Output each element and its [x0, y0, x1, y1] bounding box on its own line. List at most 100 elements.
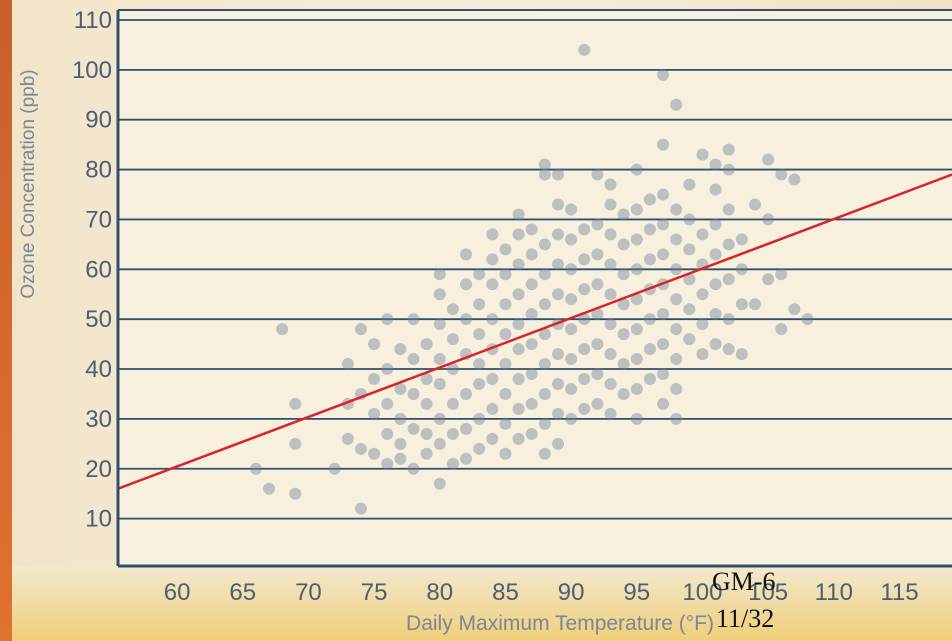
scatter-point: [525, 338, 538, 351]
scatter-point: [630, 412, 643, 425]
scatter-point: [683, 178, 696, 191]
scatter-point: [578, 402, 591, 415]
scatter-point: [670, 353, 683, 366]
scatter-point: [709, 248, 722, 261]
y-tick-label: 20: [85, 456, 112, 483]
scatter-point: [788, 173, 801, 186]
scatter-point: [709, 183, 722, 196]
y-tick-label: 40: [85, 356, 112, 383]
scatter-point: [630, 323, 643, 336]
scatter-point: [486, 253, 499, 266]
y-axis-label: Ozone Concentration (ppb): [18, 69, 39, 298]
scatter-point: [525, 248, 538, 261]
scatter-point: [604, 178, 617, 191]
scatter-point: [433, 288, 446, 301]
scatter-point: [512, 373, 525, 386]
scatter-point: [433, 412, 446, 425]
scatter-point: [630, 293, 643, 306]
scatter-point: [565, 412, 578, 425]
scatter-point: [604, 198, 617, 211]
x-tick-label: 90: [558, 579, 585, 606]
left-edge-strip: [0, 0, 12, 641]
scatter-point: [525, 368, 538, 381]
scatter-point: [696, 148, 709, 161]
scatter-point: [446, 303, 459, 316]
scatter-point: [657, 338, 670, 351]
scatter-point: [341, 358, 354, 371]
scatter-point: [499, 328, 512, 341]
gridlines: [118, 19, 952, 520]
scatter-point: [473, 268, 486, 281]
scatter-point: [578, 223, 591, 236]
x-tick-label: 65: [229, 579, 256, 606]
scatter-point: [604, 407, 617, 420]
x-tick-label: 110: [815, 579, 853, 606]
scatter-point: [433, 318, 446, 331]
scatter-point: [538, 417, 551, 430]
scatter-point: [512, 228, 525, 241]
scatter-point: [670, 382, 683, 395]
scatter-point: [709, 278, 722, 291]
scatter-point: [630, 203, 643, 216]
scatter-point: [657, 248, 670, 261]
scatter-point: [512, 402, 525, 415]
scatter-point: [538, 358, 551, 371]
scatter-point: [748, 298, 761, 311]
scatter-point: [538, 268, 551, 281]
scatter-point: [368, 407, 381, 420]
scatter-point: [538, 328, 551, 341]
scatter-point: [394, 452, 407, 465]
scatter-point: [565, 323, 578, 336]
scatter-point: [683, 273, 696, 286]
scatter-point: [578, 373, 591, 386]
scatter-point: [696, 348, 709, 361]
scatter-point: [486, 432, 499, 445]
scatter-point: [617, 358, 630, 371]
scatter-point: [473, 328, 486, 341]
x-tick-label: 60: [164, 579, 191, 606]
scatter-point: [420, 447, 433, 460]
scatter-point: [263, 482, 276, 495]
scatter-point: [460, 452, 473, 465]
scatter-point: [748, 198, 761, 211]
scatter-point: [446, 427, 459, 440]
scatter-point: [775, 323, 788, 336]
scatter-point: [657, 138, 670, 151]
scatter-point: [670, 233, 683, 246]
scatter-point: [420, 373, 433, 386]
scatter-point: [683, 333, 696, 346]
scatter-point: [538, 298, 551, 311]
scatter-point: [630, 382, 643, 395]
scatter-point: [591, 218, 604, 231]
scatter-point: [565, 382, 578, 395]
scatter-point: [473, 377, 486, 390]
scatter-point: [538, 238, 551, 251]
scatter-point: [683, 303, 696, 316]
x-tick-label: 100: [682, 579, 722, 606]
scatter-point: [617, 298, 630, 311]
scatter-point: [709, 338, 722, 351]
scatter-point: [591, 338, 604, 351]
scatter-point: [578, 283, 591, 296]
scatter-point: [460, 278, 473, 291]
scatter-point: [512, 208, 525, 221]
y-tick-label: 50: [85, 306, 112, 333]
scatter-point: [525, 427, 538, 440]
scatter-point: [368, 338, 381, 351]
scatter-point: [446, 333, 459, 346]
bottom-background: [0, 566, 952, 641]
scatter-point: [683, 243, 696, 256]
scatter-point: [512, 343, 525, 356]
y-tick-label: 10: [85, 506, 112, 533]
scatter-point: [289, 397, 302, 410]
scatter-point: [381, 457, 394, 470]
scatter-point: [591, 168, 604, 181]
scatter-point: [617, 387, 630, 400]
scatter-point: [341, 432, 354, 445]
plot-area: [118, 10, 952, 566]
x-tick-label: 85: [492, 579, 519, 606]
trendline-group: [118, 173, 952, 490]
scatter-point: [473, 358, 486, 371]
scatter-point: [276, 323, 289, 336]
scatter-point: [565, 293, 578, 306]
